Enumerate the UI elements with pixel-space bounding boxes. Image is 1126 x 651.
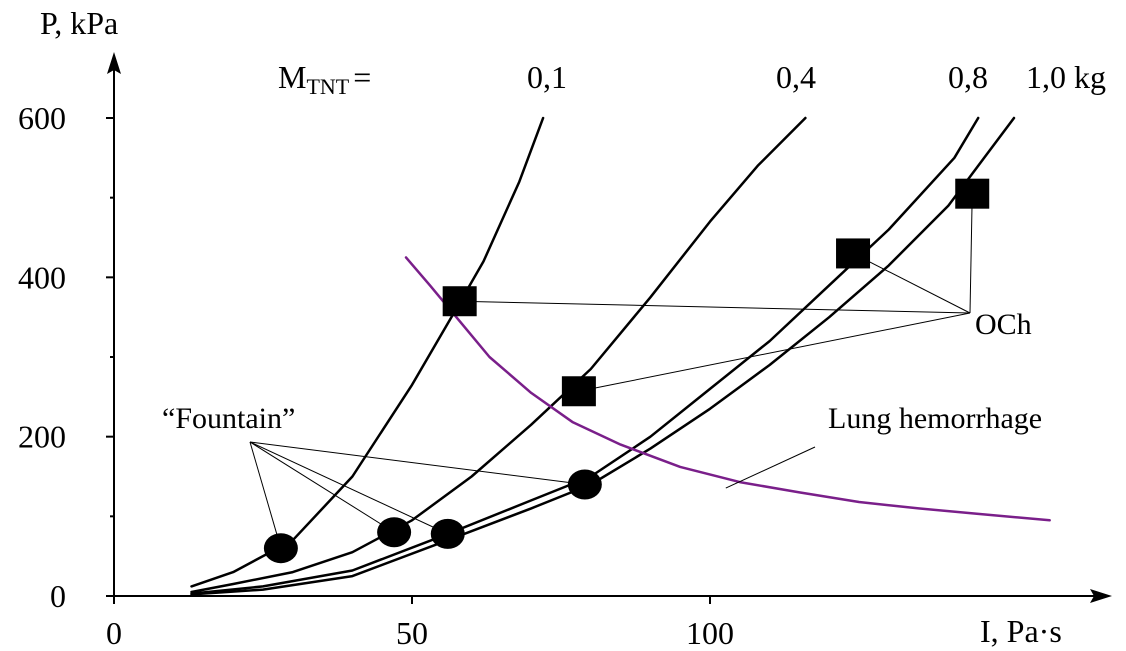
x-axis-label: I, Pa·s — [980, 613, 1062, 649]
fountain-circle-marker — [263, 533, 298, 564]
fountain-leader-line — [249, 441, 282, 549]
x-tick-label: 100 — [686, 615, 734, 651]
och-square-marker — [955, 178, 990, 209]
series-label-0-8: 0,8 — [948, 59, 988, 95]
y-axis-arrow — [107, 52, 121, 74]
och-leader-line — [578, 312, 971, 392]
fountain-leader-line — [249, 441, 395, 533]
series-line-2 — [190, 116, 980, 595]
fountain-leader-line — [249, 441, 448, 535]
fountain-label: “Fountain” — [162, 402, 295, 435]
curves — [190, 116, 1051, 596]
och-square-marker — [442, 286, 477, 317]
series-line-3 — [190, 116, 1016, 596]
och-leader-line — [969, 193, 973, 314]
och-label: OCh — [975, 308, 1032, 341]
y-axis-label: P, kPa — [40, 5, 118, 41]
x-axis-arrow — [1090, 589, 1112, 603]
mass-label: MTNT = — [278, 59, 371, 99]
series-line-0 — [190, 116, 545, 588]
y-tick-label: 400 — [18, 259, 66, 295]
series-label-0-1: 0,1 — [527, 59, 567, 95]
mass-label-sub: TNT — [306, 74, 349, 99]
lung-hemorrhage-leader-line — [725, 446, 816, 489]
y-tick-label: 0 — [50, 578, 66, 614]
lung-hemorrhage-label: Lung hemorrhage — [828, 402, 1042, 435]
markers — [263, 178, 990, 564]
mass-label-prefix: M — [278, 59, 306, 95]
fountain-circle-marker — [567, 469, 602, 500]
fountain-circle-marker — [430, 518, 465, 549]
labels: P, kPa I, Pa·s MTNT = 0,1 0,4 0,8 1,0 kg … — [40, 5, 1106, 649]
mass-label-eq: = — [353, 59, 371, 95]
y-tick-label: 200 — [18, 419, 66, 455]
x-tick-label: 0 — [106, 615, 122, 651]
annotation-connectors — [249, 193, 973, 549]
fountain-leader-line — [249, 441, 585, 485]
och-square-marker — [561, 376, 596, 407]
series-line-4 — [404, 256, 1051, 522]
och-leader-line — [852, 252, 971, 314]
x-tick-label: 50 — [396, 615, 428, 651]
series-line-1 — [190, 116, 807, 594]
series-label-0-4: 0,4 — [776, 59, 816, 95]
och-square-marker — [836, 238, 871, 269]
y-tick-label: 600 — [18, 100, 66, 136]
series-label-1-0: 1,0 kg — [1026, 59, 1106, 95]
fountain-circle-marker — [377, 517, 412, 548]
axes: 0 50 100 0 200 400 600 — [18, 52, 1112, 651]
och-leader-line — [459, 300, 971, 314]
